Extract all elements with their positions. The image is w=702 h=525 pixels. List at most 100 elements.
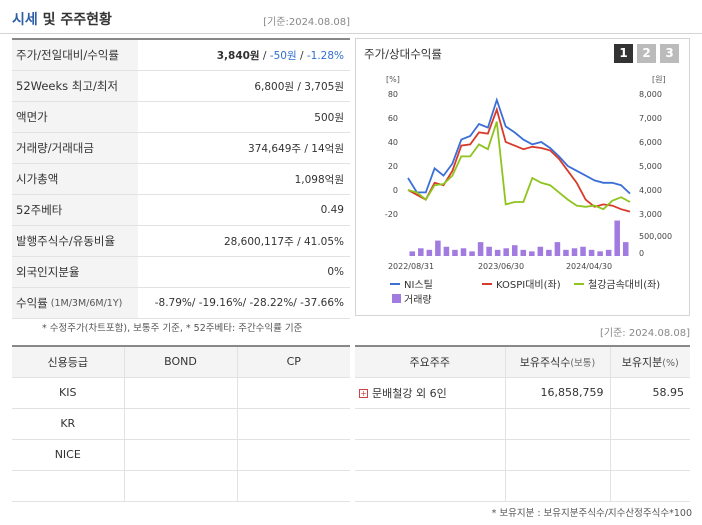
quote-label-text: 52주베타 [16,203,63,217]
quote-label-text: 52Weeks 최고/최저 [16,79,118,93]
quote-value-part: / [259,49,270,62]
chart-tab-3[interactable]: 3 [660,44,679,63]
holder-row: + 문배철강 외 6인 16,858,759 58.95 [355,377,690,409]
volume-bar [443,246,450,256]
right-tick-label: 3,000 [639,210,662,219]
left-tick-label: 20 [388,162,398,171]
volume-bar [426,249,433,256]
holders-header-shares-unit: (보통) [570,357,596,369]
quote-label-text: 발행주식수/유동비율 [16,234,116,248]
credit-cell [237,470,350,502]
quote-row: 52Weeks 최고/최저 6,800원 / 3,705원 [12,71,350,102]
credit-row: KR [12,408,350,440]
volume-bar [546,249,552,256]
right-tick-label: 8,000 [639,90,662,99]
credit-cell [12,470,125,502]
quote-label-sub: (1M/3M/6M/1Y) [50,297,123,309]
credit-cell: KIS [12,377,125,409]
section-title: 시세 및 주주현황 [12,9,112,29]
quote-value: 0% [327,266,344,278]
series-line-1 [407,106,631,213]
quote-value-part: 3,840원 [216,49,260,62]
quote-row: 액면가 500원 [12,102,350,133]
left-tick-label: 40 [388,138,398,147]
chart-tab-1[interactable]: 1 [614,44,633,63]
credit-cell: KR [12,408,125,440]
credit-header-bond: BOND [124,346,238,378]
expand-plus-icon[interactable]: + [359,389,368,398]
price-chart: [%] [원] 80 8,000 60 7,000 40 6,000 20 5,000 0 4,000… [385,75,672,306]
quote-label: 시가총액 [12,164,138,194]
credit-cell [124,470,238,502]
holders-base-date: [기준: 2024.08.08] [599,328,690,339]
credit-row: NICE [12,439,350,471]
volume-bar [494,249,501,256]
credit-cell [124,377,238,409]
credit-header-grade: 신용등급 [12,346,125,378]
volume-bar [597,251,603,256]
left-axis-unit: [%] [386,75,400,84]
legend-label-volume: 거래량 [404,294,432,306]
quote-value: 3,840원 / -50원 / -1.28% [138,48,350,63]
chart-title: 주가/상대수익률 [364,47,442,61]
quote-row: 52주베타 0.49 [12,195,350,226]
quote-table: 주가/전일대비/수익률 3,840원 / -50원 / -1.28% 52Weeks… [12,38,350,319]
quote-label: 52주베타 [12,195,138,225]
volume-tick-label: 0 [639,249,644,258]
holder-cell-empty [505,439,611,471]
volume-bar [580,246,586,256]
credit-cell [237,439,350,471]
credit-cell [124,439,238,471]
quote-row: 시가총액 1,098억원 [12,164,350,195]
credit-header-cp: CP [237,346,350,378]
left-tick-label: 60 [388,114,398,123]
volume-bar [469,251,475,256]
right-tick-label: 5,000 [639,162,662,171]
holder-cell-empty [355,408,506,440]
credit-rating-table: 신용등급 BOND CP KIS KR NICE [12,345,350,502]
credit-cell: NICE [12,439,125,471]
holders-header-shares: 보유주식수(보통) [505,346,611,378]
right-tick-label: 7,000 [639,114,662,123]
quote-value-part: -50원 [269,49,297,62]
x-tick-label: 2022/08/31 [388,262,434,271]
volume-bar [529,251,535,256]
holder-cell-empty [355,439,506,471]
base-date: [기준:2024.08.08] [263,17,350,28]
quote-label: 발행주식수/유동비율 [12,226,138,256]
holder-cell-empty [355,470,506,502]
section-title-main: 시세 [12,12,38,28]
volume-bar [554,242,561,256]
volume-bar [588,249,595,256]
quote-row: 주가/전일대비/수익률 3,840원 / -50원 / -1.28% [12,40,350,71]
quote-value: 6,800원 / 3,705원 [254,80,344,93]
volume-bar [537,246,544,256]
quote-row: 수익률 (1M/3M/6M/1Y) -8.79%/ -19.16%/ -28.22%… [12,288,350,319]
holders-footnote: * 보유지분 : 보유지분주식수/지수산정주식수*100 [491,508,692,519]
volume-bar [477,242,484,256]
volume-bar [409,251,416,256]
chart-tab-2[interactable]: 2 [637,44,656,63]
quote-row: 거래량/거래대금 374,649주 / 14억원 [12,133,350,164]
volume-bar [435,240,441,256]
quote-value-part: -1.28% [306,49,344,62]
credit-cell [237,377,350,409]
quote-value: 374,649주 / 14억원 [248,142,344,155]
quote-label: 액면가 [12,102,138,132]
holder-row-empty [355,470,690,502]
holders-header-name: 주요주주 [355,346,506,378]
volume-bar [460,248,467,256]
holders-header-ratio-unit: (%) [662,357,679,369]
holder-shares: 16,858,759 [505,377,611,409]
right-axis-unit: [원] [652,75,666,84]
section-header: 시세 및 주주현황 [기준:2024.08.08] [0,0,702,34]
volume-bar [503,248,509,256]
major-holders-table: 주요주주 보유주식수(보통) 보유지분(%) + 문배철강 외 6인 16,858,… [355,345,690,502]
left-tick-label: 0 [393,186,398,195]
volume-bar [418,248,424,256]
quote-label: 외국인지분율 [12,257,138,287]
holder-ratio: 58.95 [610,377,690,409]
legend-label-0: NI스틸 [404,278,433,291]
quote-label: 52Weeks 최고/최저 [12,71,138,101]
series-line-2 [407,121,631,211]
